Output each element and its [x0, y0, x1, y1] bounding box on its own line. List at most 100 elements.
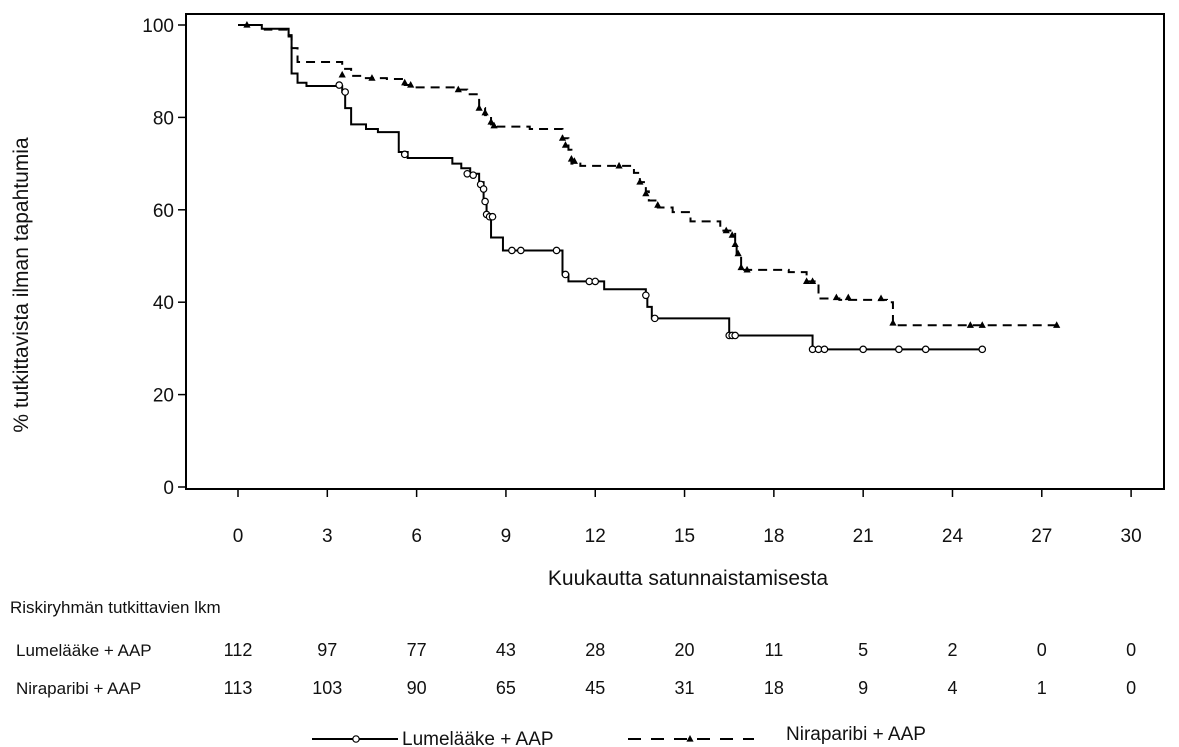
censor-mark: [341, 88, 349, 96]
censor-mark: [921, 345, 930, 354]
legend-label: Lumelääke + AAP: [402, 729, 554, 747]
y-tick-label: 20: [153, 386, 174, 407]
series-line: [238, 24, 1057, 327]
y-tick-label: 60: [153, 201, 174, 222]
censor-mark: [636, 178, 644, 185]
censor-mark: [642, 291, 650, 300]
risk-count: 31: [675, 678, 695, 698]
censor-mark: [722, 226, 730, 234]
x-tick-label: 30: [1121, 526, 1142, 547]
censor-mark: [808, 277, 817, 285]
censor-mark: [859, 345, 867, 354]
censor-mark: [561, 270, 570, 279]
risk-table: Lumelääke + AAP 112 97 77 43 28 20 11 5 2 0 0Nirapa…: [16, 640, 1136, 698]
censor-mark: [401, 78, 409, 86]
risk-count: 0: [1037, 640, 1047, 660]
censor-mark: [803, 277, 811, 285]
censor-mark: [737, 263, 745, 271]
censor-mark: [966, 321, 974, 328]
y-axis: 0 20 40 60 80 100: [142, 16, 186, 499]
series-niraparibi-aap: [238, 21, 1061, 328]
censor-mark: [844, 293, 852, 301]
x-tick-label: 6: [411, 526, 422, 547]
censor-mark: [877, 294, 885, 302]
censor-mark: [820, 345, 829, 354]
x-tick-label: 21: [853, 526, 874, 547]
risk-count: 9: [858, 678, 868, 698]
risk-count: 45: [585, 678, 605, 698]
risk-count: 65: [496, 678, 516, 698]
censor-mark: [490, 121, 498, 129]
censor-mark: [479, 185, 488, 193]
censor-mark: [832, 293, 840, 301]
censor-mark: [407, 81, 415, 88]
censor-mark: [517, 246, 525, 255]
censor-mark: [570, 157, 579, 164]
censor-mark: [978, 345, 987, 354]
y-tick-label: 100: [142, 16, 174, 37]
legend-label: Niraparibi + AAP: [786, 724, 926, 745]
x-tick-label: 9: [501, 526, 512, 547]
censor-mark: [591, 277, 600, 286]
censor-mark: [475, 104, 483, 111]
censor-mark: [731, 331, 739, 340]
censor-mark: [1053, 321, 1061, 328]
risk-count: 11: [765, 640, 784, 660]
censor-mark: [642, 189, 650, 197]
censor-mark: [558, 134, 567, 141]
x-tick-label: 18: [763, 526, 784, 547]
censor-mark: [508, 246, 516, 255]
y-tick-label: 40: [153, 293, 174, 314]
censor-mark: [650, 314, 659, 323]
censor-mark: [743, 265, 751, 273]
y-tick-label: 0: [163, 478, 174, 499]
censor-mark: [481, 197, 489, 206]
risk-count: 0: [1126, 640, 1136, 660]
risk-count: 1: [1037, 678, 1047, 698]
x-tick-label: 24: [942, 526, 964, 547]
risk-table-title: Riskiryhmän tutkittavien lkm: [10, 598, 221, 617]
plot-frame: [185, 13, 1165, 490]
series-lumelaake-aap: [238, 24, 987, 354]
censor-mark: [243, 21, 251, 28]
plot-border: [185, 13, 1165, 490]
censor-mark: [978, 321, 986, 328]
risk-count: 90: [407, 678, 427, 698]
legend: Lumelääke + AAP Niraparibi + AAP: [312, 724, 926, 747]
censor-mark: [731, 240, 739, 248]
censor-mark: [481, 108, 489, 116]
risk-count: 28: [585, 640, 605, 660]
risk-count: 113: [224, 678, 253, 698]
censor-mark: [368, 74, 376, 81]
risk-count: 112: [224, 640, 253, 660]
censor-mark: [463, 169, 472, 178]
censor-mark: [615, 161, 623, 169]
censor-mark: [488, 212, 497, 221]
legend-marker-triangle: [686, 735, 694, 742]
risk-count: 43: [496, 640, 516, 660]
risk-row-label: Lumelääke + AAP: [16, 641, 152, 660]
x-tick-label: 15: [674, 526, 695, 547]
series-layer: [238, 21, 1061, 354]
y-tick-label: 80: [153, 108, 174, 129]
censor-mark: [487, 118, 495, 125]
x-tick-label: 12: [585, 526, 606, 547]
x-axis: 0 3 6 9 12 15 18 21 24 27 30: [233, 489, 1142, 547]
censor-mark: [400, 150, 409, 159]
censor-mark: [734, 249, 742, 257]
censor-mark: [561, 141, 570, 148]
x-tick-label: 3: [322, 526, 333, 547]
risk-row-label: Niraparibi + AAP: [16, 679, 141, 698]
risk-count: 18: [764, 678, 784, 698]
x-axis-title: Kuukautta satunnaistamisesta: [548, 567, 828, 590]
x-tick-label: 27: [1031, 526, 1052, 547]
censor-mark: [895, 345, 903, 354]
censor-mark: [454, 85, 462, 93]
censor-mark: [654, 201, 662, 208]
risk-count: 20: [675, 640, 695, 660]
censor-mark: [728, 231, 736, 238]
risk-count: 97: [317, 640, 337, 660]
y-axis-title: % tutkittavista ilman tapahtumia: [10, 137, 33, 433]
risk-count: 103: [312, 678, 342, 698]
